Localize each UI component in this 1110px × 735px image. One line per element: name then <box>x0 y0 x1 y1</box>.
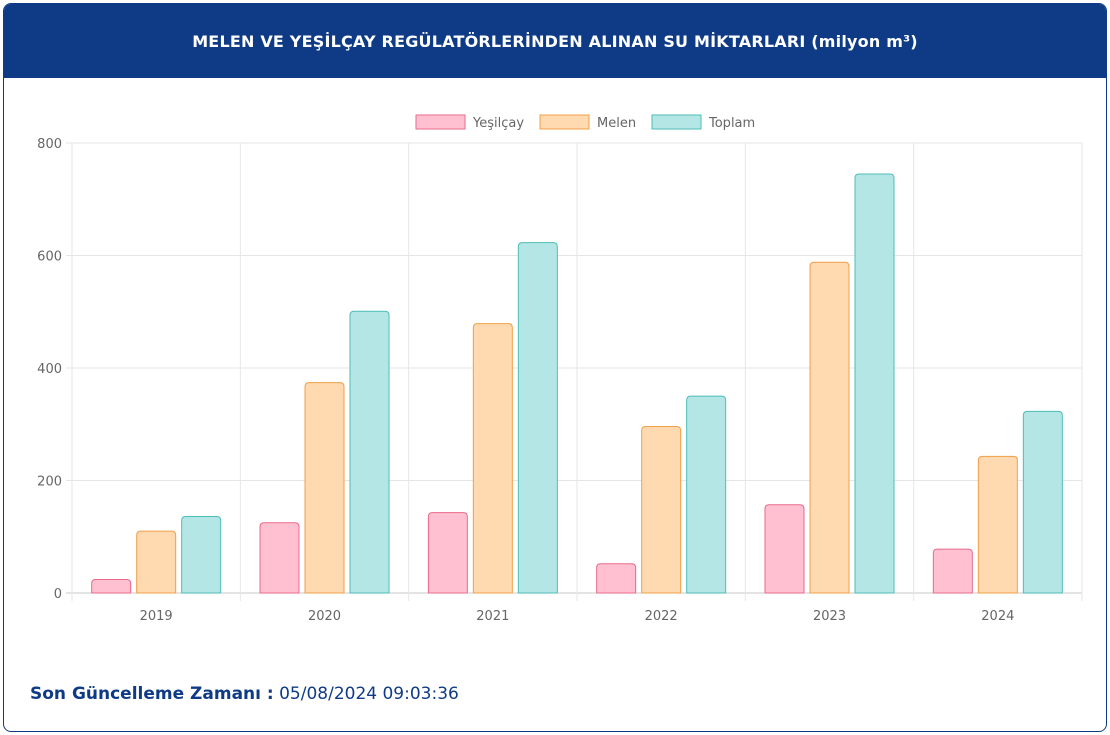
bar[interactable] <box>977 455 1018 594</box>
legend-label[interactable]: Toplam <box>708 116 755 131</box>
legend-label[interactable]: Melen <box>597 116 636 131</box>
legend-swatch[interactable] <box>415 114 466 130</box>
x-tick-label: 2020 <box>308 609 341 624</box>
y-tick-label: 600 <box>37 250 62 265</box>
bar[interactable] <box>854 173 895 594</box>
x-tick-label: 2021 <box>476 609 509 624</box>
bar[interactable] <box>304 382 345 594</box>
x-tick-label: 2019 <box>140 609 173 624</box>
x-tick-label: 2023 <box>813 609 846 624</box>
legend-label[interactable]: Yeşilçay <box>472 116 524 131</box>
chart-title: MELEN VE YEŞİLÇAY REGÜLATÖRLERİNDEN ALIN… <box>192 31 918 51</box>
chart-header: MELEN VE YEŞİLÇAY REGÜLATÖRLERİNDEN ALIN… <box>4 4 1106 78</box>
legend-swatch[interactable] <box>539 114 590 130</box>
bar[interactable] <box>686 395 727 594</box>
last-update-value: 05/08/2024 09:03:36 <box>279 684 459 704</box>
bar[interactable] <box>136 530 177 594</box>
y-tick-label: 800 <box>37 137 62 152</box>
y-tick-label: 200 <box>37 475 62 490</box>
x-tick-label: 2024 <box>981 609 1014 624</box>
last-update-label: Son Güncelleme Zamanı : <box>30 684 274 704</box>
bar[interactable] <box>764 504 805 594</box>
bar[interactable] <box>932 548 973 594</box>
bar[interactable] <box>517 242 558 594</box>
x-tick-label: 2022 <box>645 609 678 624</box>
bar[interactable] <box>596 563 637 594</box>
bar[interactable] <box>641 426 682 594</box>
chart-card: MELEN VE YEŞİLÇAY REGÜLATÖRLERİNDEN ALIN… <box>3 3 1107 732</box>
legend-swatch[interactable] <box>651 114 702 130</box>
bar[interactable] <box>427 512 468 594</box>
y-tick-label: 0 <box>54 587 62 602</box>
y-tick-label: 400 <box>37 362 62 377</box>
bar[interactable] <box>181 516 222 594</box>
bar[interactable] <box>259 522 300 594</box>
chart-area: 0 200 400 600 800 2019 2020 2021 2022 2023 2024 Yeş… <box>4 78 1106 658</box>
bar[interactable] <box>1022 410 1063 594</box>
bar[interactable] <box>472 323 513 594</box>
bar[interactable] <box>91 579 132 594</box>
bar-chart: 0 200 400 600 800 2019 2020 2021 2022 2023 2024 Yeş… <box>37 114 1083 624</box>
bar[interactable] <box>349 310 390 594</box>
last-update: Son Güncelleme Zamanı : 05/08/2024 09:03… <box>30 684 459 704</box>
bar[interactable] <box>809 261 850 594</box>
